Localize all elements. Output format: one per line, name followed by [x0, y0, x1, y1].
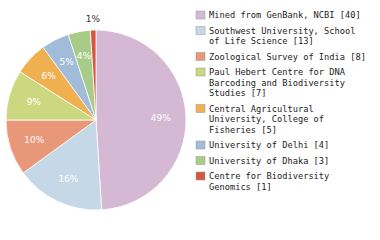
pie-slice — [96, 30, 186, 210]
legend-swatch — [196, 172, 205, 180]
legend-entry: Zoological Survey of India [8] — [209, 52, 366, 62]
data-label: 10% — [24, 135, 44, 145]
legend-swatch — [196, 27, 205, 35]
legend-entry: University of Delhi [4] — [209, 140, 329, 150]
data-label: 5% — [59, 57, 74, 67]
data-labels: 49% 16% 10% 9% 6%5%4% 1% — [24, 14, 171, 183]
data-label: 49% — [151, 113, 171, 123]
data-label: 6% — [42, 71, 57, 81]
legend-swatch — [196, 11, 205, 19]
data-label: 9% — [27, 97, 42, 107]
data-label: 16% — [58, 174, 78, 184]
legend-swatch — [196, 157, 205, 165]
legend-swatch — [196, 141, 205, 149]
legend: Mined from GenBank, NCBI [40] Southwest U… — [196, 10, 366, 192]
legend-entry: Paul Hebert Centre for DNABarcoding and … — [209, 67, 346, 98]
chart: 49% 16% 10% 9% 6%5%4% 1% Mined from GenBank, N… — [0, 0, 380, 240]
legend-entry: Southwest University, Schoolof Life Scie… — [209, 26, 355, 47]
legend-entry: Centre for BiodiversityGenomics [1] — [209, 171, 329, 192]
legend-swatch — [196, 68, 205, 76]
pie-slice — [90, 30, 96, 120]
legend-entry: University of Dhaka [3] — [209, 156, 329, 166]
data-label: 1% — [86, 14, 101, 24]
legend-swatch — [196, 53, 205, 61]
legend-entry: Mined from GenBank, NCBI [40] — [209, 10, 361, 20]
pie-slice — [6, 120, 96, 173]
legend-swatch — [196, 105, 205, 113]
legend-entry: Central AgriculturalUniversity, College … — [209, 104, 324, 135]
slices — [6, 30, 186, 210]
pie-slice — [68, 30, 96, 120]
data-label: 4% — [77, 51, 92, 61]
